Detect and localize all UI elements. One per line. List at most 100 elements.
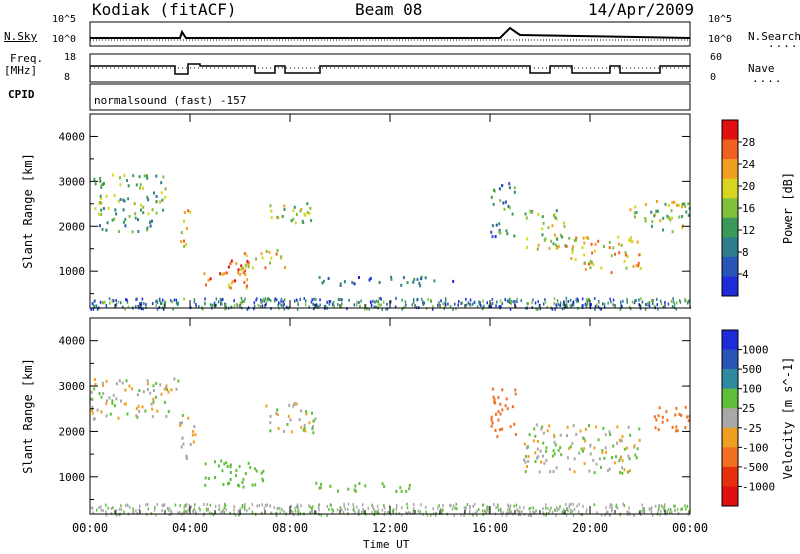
ground-scatter-cell [567,300,570,303]
ground-scatter-cell [141,297,144,301]
velocity-cell [580,447,583,451]
ground-scatter-cell [369,300,372,304]
velocity-cell [657,428,660,432]
ground-scatter-cell [244,507,246,511]
power-cell [590,242,593,246]
velocity-cell [524,455,527,459]
power-cell [183,219,185,223]
ground-scatter-cell [309,511,312,515]
velocity-cell [358,482,361,485]
velocity-cell [364,484,367,488]
ground-scatter-cell [194,503,196,507]
velocity-cell [181,421,183,425]
ground-scatter-cell [128,505,131,509]
colorbar-segment [722,330,738,351]
velocity-cell [181,436,184,440]
power-cell [155,211,158,215]
colorbar-segment [722,427,738,448]
ground-scatter-cell [612,303,614,307]
velocity-cell [654,426,657,430]
ground-scatter-cell [192,510,195,514]
power-cell [119,176,121,180]
ground-scatter-cell [234,513,237,517]
velocity-cell [675,425,678,429]
ground-scatter-cell [156,301,159,305]
velocity-cell [566,456,569,460]
ground-scatter-cell [208,511,211,515]
velocity-cell [204,476,207,480]
ground-scatter-cell [333,304,335,308]
velocity-cell [244,472,247,476]
power-cell [303,212,306,216]
ground-scatter-cell [545,506,547,510]
ground-scatter-cell [576,504,578,508]
ground-scatter-cell [309,505,312,509]
velocity-cell [167,410,170,414]
velocity-cell [193,425,196,428]
ground-scatter-cell [357,510,359,514]
ground-scatter-cell [572,303,575,307]
velocity-cell [318,486,321,490]
velocity-cell [136,415,139,419]
ground-scatter-cell [586,302,589,306]
power-cell [318,275,321,279]
colorbar-segment [722,159,738,180]
ground-scatter-cell [563,302,566,305]
ground-scatter-cell [481,503,484,507]
velocity-cell [154,395,157,399]
velocity-cell [573,470,576,474]
power-cell [245,286,248,290]
power-cell [655,209,658,213]
freq-tick-bottom: 8 [64,72,71,83]
ground-scatter-cell [440,299,442,303]
ground-scatter-cell [657,307,659,311]
nave-dots: .... [752,72,783,85]
ground-scatter-cell [611,506,613,510]
ground-scatter-cell [104,300,106,304]
ground-scatter-cell [582,304,584,307]
velocity-cell [152,400,155,404]
ground-scatter-cell [564,304,567,308]
ground-scatter-cell [675,307,677,311]
ground-scatter-cell [600,513,603,517]
ground-scatter-cell [177,301,180,305]
ground-scatter-cell [311,508,313,512]
colorbar-tick-label: 24 [742,158,756,171]
ground-scatter-cell [626,510,629,514]
ground-scatter-cell [406,511,408,515]
ground-scatter-cell [628,506,630,510]
ground-scatter-cell [304,303,307,307]
velocity-cell [105,379,108,383]
ground-scatter-cell [385,307,387,311]
power-cell [122,208,125,212]
ground-scatter-cell [388,511,390,515]
colorbar-segment [722,447,738,468]
velocity-cell [111,401,114,405]
ground-scatter-cell [616,506,619,510]
cpid-frame [89,83,691,111]
velocity-cell [676,429,679,433]
power-cell [608,246,611,250]
ground-scatter-cell [509,297,511,301]
power-cell [677,203,680,207]
ground-scatter-cell [324,304,327,308]
ground-scatter-cell [209,503,212,507]
velocity-cell [247,461,250,465]
ground-scatter-cell [168,509,170,513]
ground-scatter-cell [496,300,498,304]
power-cell [180,231,183,235]
ground-scatter-cell [504,298,506,302]
ground-scatter-cell [297,510,299,514]
ground-scatter-cell [115,509,118,513]
ground-scatter-cell [311,298,313,302]
velocity-cell [501,427,504,431]
ground-scatter-cell [243,299,246,303]
power-cell [119,183,122,187]
ground-scatter-cell [95,304,98,308]
ground-scatter-cell [370,304,373,307]
ground-scatter-cell [209,303,212,307]
ground-scatter-cell [497,508,500,512]
ground-scatter-cell [373,305,375,309]
ground-scatter-cell [183,509,186,513]
power-cell [600,266,603,270]
